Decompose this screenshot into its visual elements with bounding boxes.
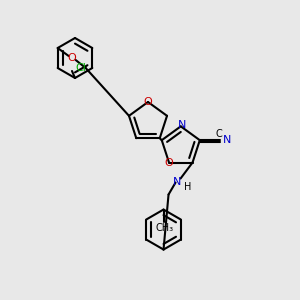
Text: C: C [215,129,222,139]
Text: O: O [67,53,76,63]
Text: N: N [178,120,186,130]
Text: Cl: Cl [75,63,86,73]
Text: H: H [184,182,191,191]
Text: N: N [173,176,182,187]
Text: N: N [223,135,231,145]
Text: O: O [165,158,173,167]
Text: O: O [144,97,152,107]
Text: CH₃: CH₃ [155,223,174,232]
